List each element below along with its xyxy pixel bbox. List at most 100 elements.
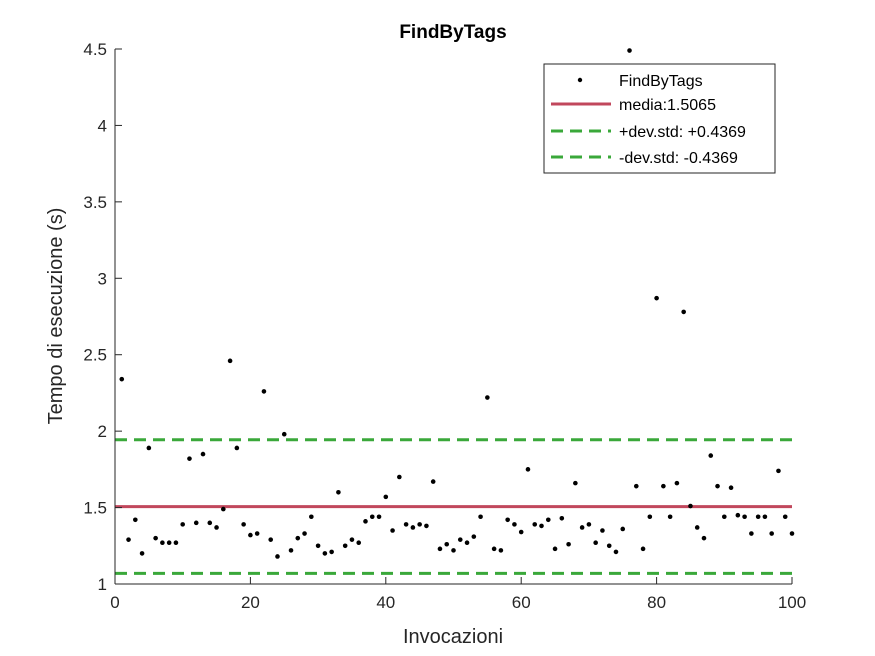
data-point	[633, 483, 639, 489]
data-point	[187, 456, 192, 461]
data-point	[505, 517, 510, 523]
y-tick-label: 2.5	[83, 346, 107, 365]
data-point	[647, 514, 653, 520]
data-point	[667, 514, 673, 520]
data-point	[749, 531, 754, 536]
y-tick-label: 4	[98, 116, 107, 135]
legend-label-plus-std: +dev.std: +0.4369	[619, 124, 746, 141]
data-point	[606, 543, 612, 549]
data-point	[153, 535, 158, 541]
data-point	[498, 548, 504, 553]
data-point	[241, 522, 246, 527]
data-point	[694, 525, 700, 530]
data-point	[708, 453, 714, 458]
legend-box	[543, 63, 776, 174]
data-point	[613, 549, 619, 555]
data-point	[735, 512, 741, 518]
data-point	[661, 483, 666, 489]
data-point	[769, 531, 774, 536]
data-point	[457, 537, 463, 542]
data-point	[207, 520, 213, 526]
x-tick-label: 0	[110, 593, 119, 612]
data-point	[173, 540, 179, 546]
data-point	[397, 474, 402, 480]
reference-lines	[115, 438, 792, 575]
data-point	[288, 548, 294, 553]
data-point	[782, 514, 788, 520]
data-point	[214, 525, 219, 530]
data-point	[654, 295, 659, 301]
data-point	[444, 541, 450, 547]
data-point	[302, 531, 307, 536]
legend-marker-points	[577, 77, 583, 83]
data-point	[390, 528, 395, 533]
x-axis-label: Invocazioni	[403, 626, 503, 648]
data-point	[789, 531, 795, 536]
data-point	[545, 517, 551, 523]
data-point	[329, 549, 334, 555]
data-point	[349, 537, 355, 542]
data-point	[166, 540, 172, 546]
data-point	[485, 395, 490, 400]
x-tick-label: 100	[778, 593, 806, 612]
data-point	[403, 522, 409, 527]
legend-label-points: FindByTags	[619, 73, 703, 90]
data-point	[160, 540, 165, 546]
data-point	[593, 540, 598, 546]
y-ticks: 1 1.5 2 2.5 3 3.5 4 4.5	[83, 40, 122, 594]
data-point	[193, 520, 199, 526]
legend-label-minus-std: -dev.std: -0.4369	[619, 150, 738, 167]
data-point	[180, 522, 185, 527]
data-point	[356, 540, 362, 546]
data-point	[383, 494, 389, 500]
data-point	[139, 551, 145, 556]
data-point	[126, 537, 131, 542]
y-tick-label: 4.5	[83, 40, 107, 59]
data-point	[369, 514, 375, 520]
data-point	[376, 514, 382, 520]
data-point	[552, 546, 558, 552]
data-point	[410, 525, 416, 530]
y-tick-label: 1	[98, 575, 107, 594]
data-point	[133, 517, 138, 523]
data-point	[674, 480, 680, 486]
data-point	[579, 525, 585, 530]
data-point	[254, 531, 260, 536]
data-point	[437, 546, 443, 552]
data-point	[221, 506, 226, 512]
data-point	[620, 526, 626, 532]
y-tick-label: 3.5	[83, 193, 107, 212]
data-point	[417, 522, 422, 527]
data-point	[525, 467, 531, 472]
data-point	[234, 445, 240, 451]
data-point	[532, 522, 538, 527]
data-point	[566, 541, 571, 547]
data-point	[701, 535, 707, 541]
data-point	[451, 548, 456, 553]
data-point	[600, 528, 605, 533]
data-point	[586, 522, 592, 527]
data-point	[776, 468, 781, 474]
data-point	[762, 514, 768, 520]
y-tick-label: 2	[98, 422, 107, 441]
data-point	[464, 540, 470, 546]
data-point	[261, 389, 267, 394]
data-point	[227, 358, 233, 364]
data-points	[119, 48, 795, 559]
data-point	[722, 514, 727, 520]
data-point	[518, 529, 524, 535]
data-point	[539, 523, 544, 529]
x-ticks: 0 20 40 60 80 100	[110, 577, 806, 612]
data-point	[295, 535, 301, 541]
data-point	[275, 554, 280, 559]
data-point	[336, 489, 341, 495]
x-tick-label: 40	[376, 593, 395, 612]
data-point	[342, 543, 348, 549]
data-point	[715, 483, 720, 489]
y-tick-label: 3	[98, 269, 107, 288]
data-point	[728, 485, 734, 491]
data-point	[424, 523, 429, 529]
data-point	[573, 480, 578, 486]
x-tick-label: 20	[241, 593, 260, 612]
